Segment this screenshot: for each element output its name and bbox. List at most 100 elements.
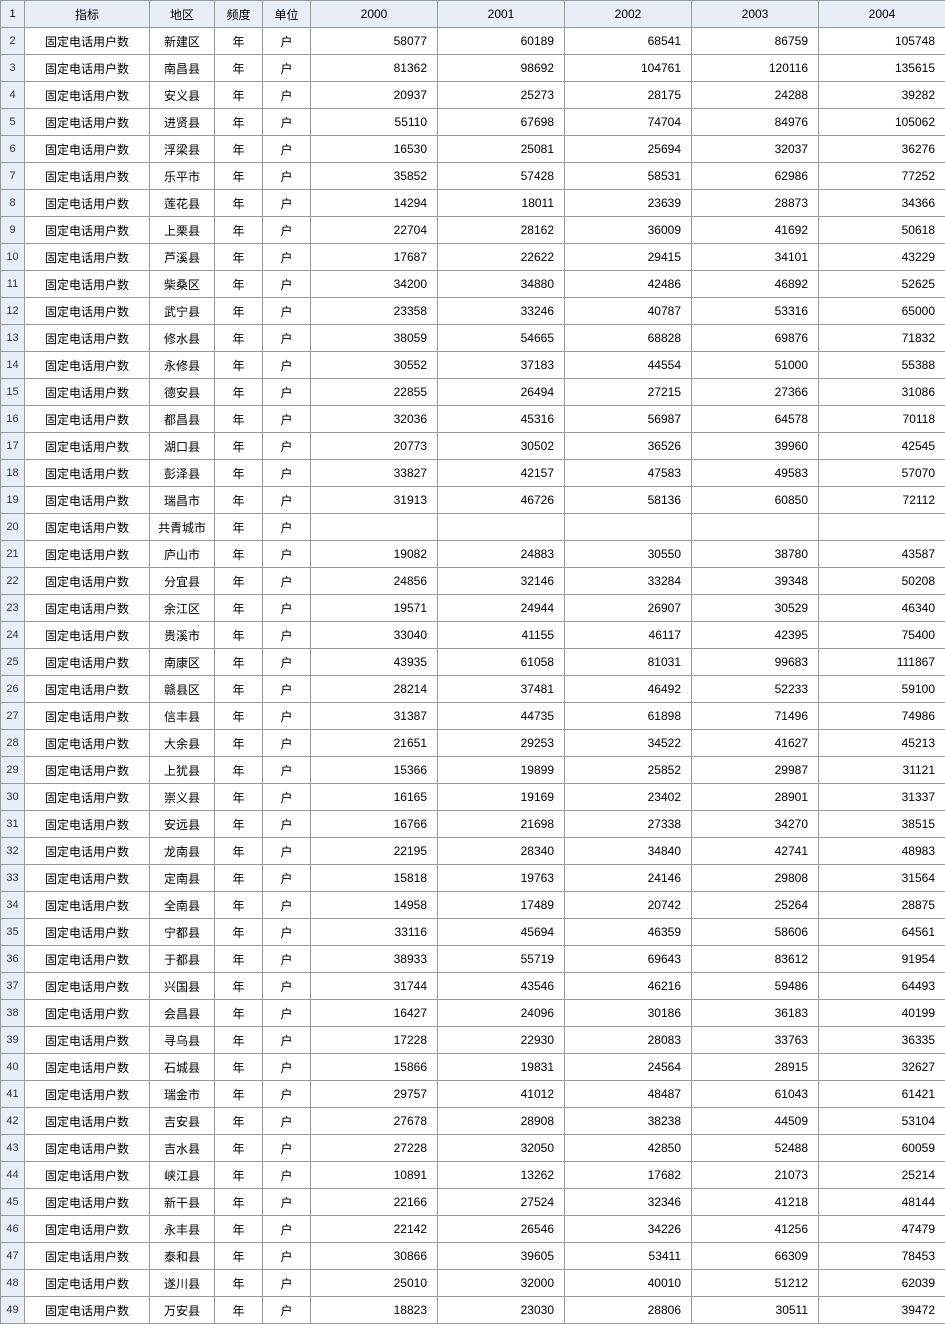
cell-freq[interactable]: 年 (215, 514, 263, 541)
cell-year-2004[interactable]: 39282 (819, 82, 945, 109)
cell-freq[interactable]: 年 (215, 946, 263, 973)
cell-year-2001[interactable]: 19169 (438, 784, 565, 811)
cell-region[interactable]: 永修县 (150, 352, 215, 379)
cell-year-2001[interactable]: 21698 (438, 811, 565, 838)
cell-freq[interactable]: 年 (215, 919, 263, 946)
cell-indicator[interactable]: 固定电话用户数 (25, 298, 150, 325)
cell-freq[interactable]: 年 (215, 1243, 263, 1270)
cell-indicator[interactable]: 固定电话用户数 (25, 460, 150, 487)
cell-unit[interactable]: 户 (263, 1000, 311, 1027)
cell-region[interactable]: 吉水县 (150, 1135, 215, 1162)
cell-unit[interactable]: 户 (263, 460, 311, 487)
cell-year-2001[interactable]: 98692 (438, 55, 565, 82)
cell-year-2000[interactable]: 24856 (311, 568, 438, 595)
cell-year-2000[interactable] (311, 514, 438, 541)
cell-year-2001[interactable]: 29253 (438, 730, 565, 757)
cell-unit[interactable]: 户 (263, 595, 311, 622)
cell-year-2000[interactable]: 15366 (311, 757, 438, 784)
cell-year-2004[interactable]: 50208 (819, 568, 945, 595)
cell-indicator[interactable]: 固定电话用户数 (25, 865, 150, 892)
cell-year-2004[interactable]: 45213 (819, 730, 945, 757)
cell-freq[interactable]: 年 (215, 595, 263, 622)
cell-freq[interactable]: 年 (215, 676, 263, 703)
cell-year-2001[interactable]: 25081 (438, 136, 565, 163)
table-row[interactable]: 19固定电话用户数瑞昌市年户3191346726581366085072112 (1, 487, 945, 514)
cell-year-2000[interactable]: 22195 (311, 838, 438, 865)
cell-year-2004[interactable]: 75400 (819, 622, 945, 649)
cell-unit[interactable]: 户 (263, 1027, 311, 1054)
table-row[interactable]: 10固定电话用户数芦溪县年户1768722622294153410143229 (1, 244, 945, 271)
table-row[interactable]: 29固定电话用户数上犹县年户1536619899258522998731121 (1, 757, 945, 784)
cell-indicator[interactable]: 固定电话用户数 (25, 784, 150, 811)
cell-year-2002[interactable]: 46359 (565, 919, 692, 946)
cell-unit[interactable]: 户 (263, 568, 311, 595)
cell-freq[interactable]: 年 (215, 1081, 263, 1108)
cell-region[interactable]: 新建区 (150, 28, 215, 55)
cell-year-2002[interactable]: 33284 (565, 568, 692, 595)
cell-unit[interactable]: 户 (263, 811, 311, 838)
cell-year-2001[interactable]: 24883 (438, 541, 565, 568)
cell-indicator[interactable]: 固定电话用户数 (25, 1000, 150, 1027)
cell-unit[interactable]: 户 (263, 1243, 311, 1270)
cell-region[interactable]: 会昌县 (150, 1000, 215, 1027)
cell-region[interactable]: 芦溪县 (150, 244, 215, 271)
cell-year-2002[interactable]: 74704 (565, 109, 692, 136)
cell-freq[interactable]: 年 (215, 784, 263, 811)
cell-year-2004[interactable]: 105748 (819, 28, 945, 55)
cell-freq[interactable]: 年 (215, 1000, 263, 1027)
cell-indicator[interactable]: 固定电话用户数 (25, 730, 150, 757)
cell-year-2004[interactable]: 71832 (819, 325, 945, 352)
table-row[interactable]: 2固定电话用户数新建区年户58077601896854186759105748 (1, 28, 945, 55)
cell-indicator[interactable]: 固定电话用户数 (25, 1027, 150, 1054)
cell-unit[interactable]: 户 (263, 217, 311, 244)
cell-year-2002[interactable]: 25694 (565, 136, 692, 163)
cell-year-2002[interactable]: 38238 (565, 1108, 692, 1135)
cell-year-2003[interactable]: 52233 (692, 676, 819, 703)
cell-indicator[interactable]: 固定电话用户数 (25, 379, 150, 406)
cell-year-2002[interactable]: 68541 (565, 28, 692, 55)
cell-year-2001[interactable]: 28908 (438, 1108, 565, 1135)
cell-indicator[interactable]: 固定电话用户数 (25, 487, 150, 514)
cell-year-2004[interactable]: 60059 (819, 1135, 945, 1162)
cell-year-2002[interactable]: 23639 (565, 190, 692, 217)
cell-region[interactable]: 兴国县 (150, 973, 215, 1000)
cell-region[interactable]: 石城县 (150, 1054, 215, 1081)
cell-year-2001[interactable]: 30502 (438, 433, 565, 460)
cell-year-2001[interactable]: 34880 (438, 271, 565, 298)
table-row[interactable]: 15固定电话用户数德安县年户2285526494272152736631086 (1, 379, 945, 406)
cell-year-2000[interactable]: 29757 (311, 1081, 438, 1108)
cell-year-2003[interactable]: 60850 (692, 487, 819, 514)
cell-freq[interactable]: 年 (215, 379, 263, 406)
table-row[interactable]: 41固定电话用户数瑞金市年户2975741012484876104361421 (1, 1081, 945, 1108)
cell-unit[interactable]: 户 (263, 190, 311, 217)
table-row[interactable]: 20固定电话用户数共青城市年户 (1, 514, 945, 541)
col-header-2002[interactable]: 2002 (565, 1, 692, 28)
cell-region[interactable]: 莲花县 (150, 190, 215, 217)
cell-year-2000[interactable]: 34200 (311, 271, 438, 298)
cell-year-2000[interactable]: 15818 (311, 865, 438, 892)
table-row[interactable]: 17固定电话用户数湖口县年户2077330502365263996042545 (1, 433, 945, 460)
cell-year-2002[interactable]: 27338 (565, 811, 692, 838)
cell-year-2000[interactable]: 25010 (311, 1270, 438, 1297)
cell-region[interactable]: 武宁县 (150, 298, 215, 325)
cell-freq[interactable]: 年 (215, 973, 263, 1000)
cell-year-2004[interactable]: 70118 (819, 406, 945, 433)
cell-freq[interactable]: 年 (215, 325, 263, 352)
cell-year-2002[interactable]: 28175 (565, 82, 692, 109)
cell-year-2001[interactable]: 45694 (438, 919, 565, 946)
cell-indicator[interactable]: 固定电话用户数 (25, 973, 150, 1000)
cell-year-2003[interactable]: 34270 (692, 811, 819, 838)
cell-year-2002[interactable]: 30550 (565, 541, 692, 568)
cell-region[interactable]: 南昌县 (150, 55, 215, 82)
cell-year-2004[interactable]: 36335 (819, 1027, 945, 1054)
cell-indicator[interactable]: 固定电话用户数 (25, 703, 150, 730)
cell-region[interactable]: 贵溪市 (150, 622, 215, 649)
cell-freq[interactable]: 年 (215, 82, 263, 109)
cell-year-2003[interactable]: 28873 (692, 190, 819, 217)
cell-year-2001[interactable]: 61058 (438, 649, 565, 676)
cell-year-2001[interactable]: 32146 (438, 568, 565, 595)
cell-year-2003[interactable]: 84976 (692, 109, 819, 136)
cell-year-2000[interactable]: 30552 (311, 352, 438, 379)
cell-year-2004[interactable]: 32627 (819, 1054, 945, 1081)
cell-year-2003[interactable]: 99683 (692, 649, 819, 676)
